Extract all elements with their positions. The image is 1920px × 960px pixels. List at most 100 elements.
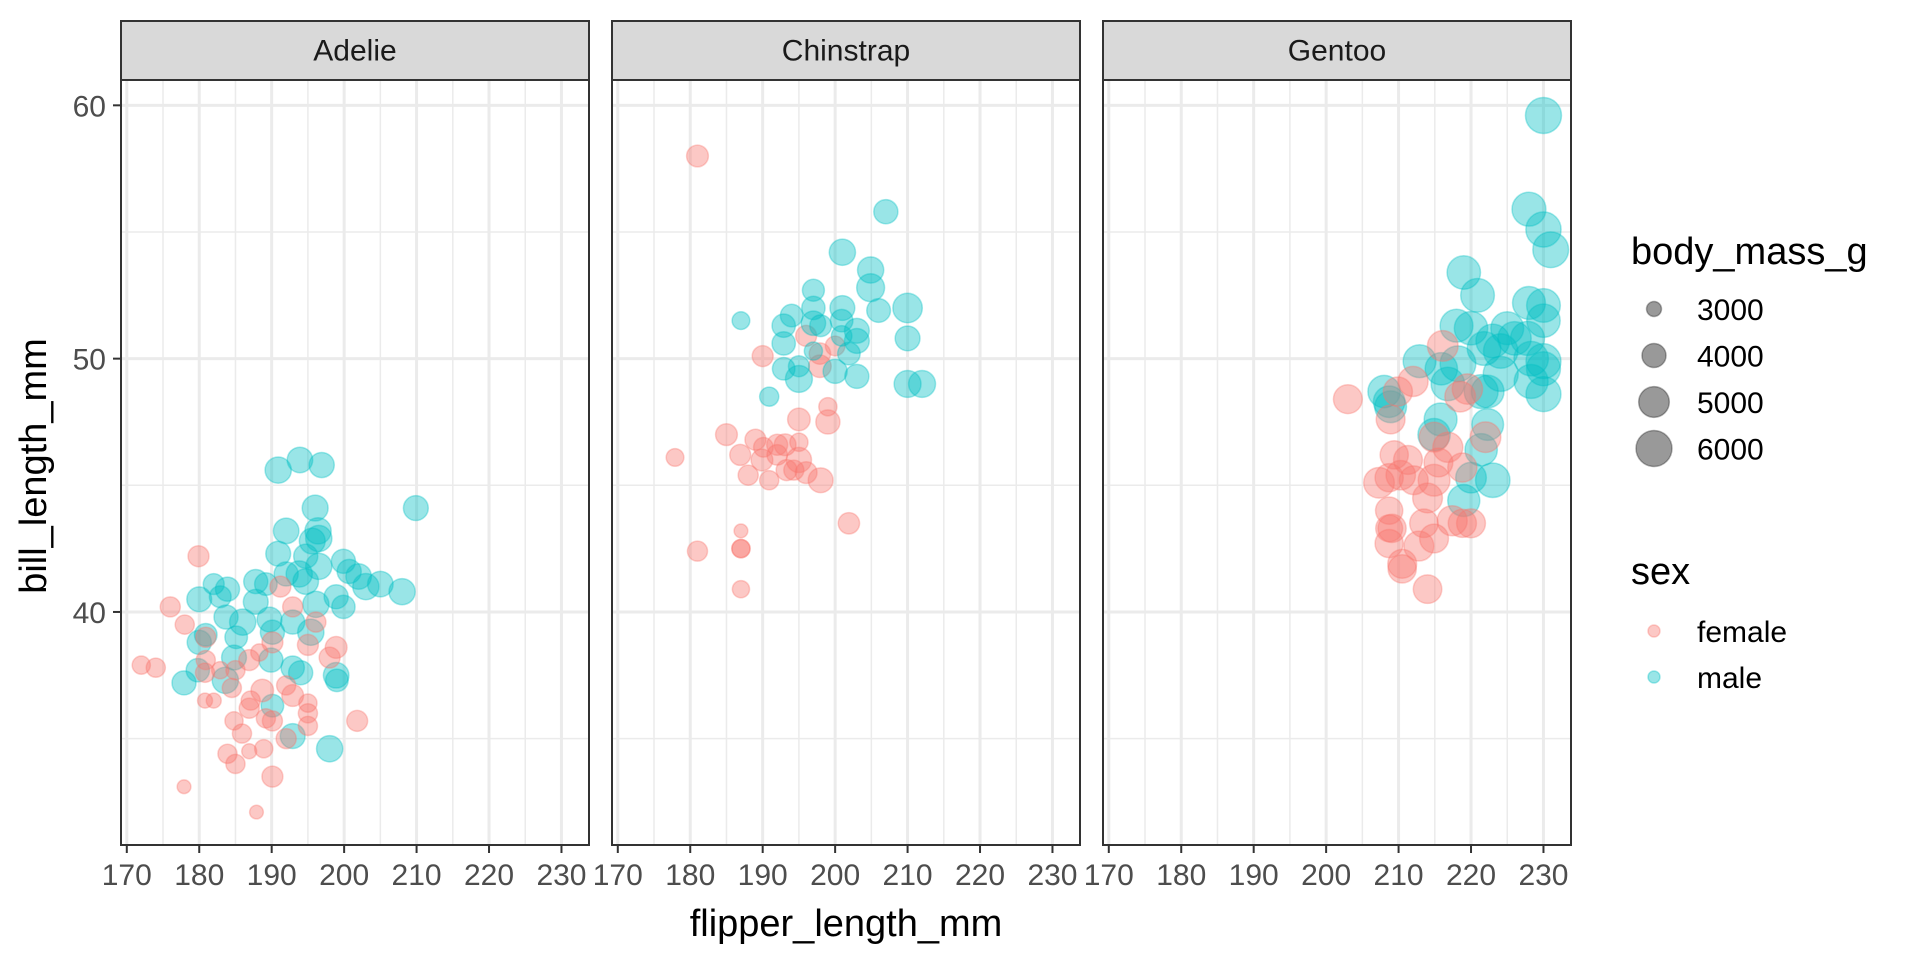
facet-panel-gentoo: Gentoo 170 180 190 200 210 220 230 (1084, 20, 1572, 892)
data-point-male (242, 588, 269, 615)
data-point-female (261, 631, 284, 654)
data-point-female (187, 545, 210, 568)
data-point-female (298, 693, 318, 713)
data-point-male (304, 552, 333, 581)
data-point-male (779, 303, 804, 328)
data-point-female (174, 614, 196, 635)
data-point-female (1385, 459, 1417, 491)
data-point-male (292, 543, 319, 570)
data-point-male (907, 369, 937, 399)
data-point-male (892, 292, 924, 324)
size-legend-title: body_mass_g (1631, 231, 1868, 273)
x-tick-label: 220 (464, 859, 514, 892)
data-point-female (744, 428, 767, 451)
data-point-female (1418, 523, 1450, 554)
data-point-female (248, 804, 265, 820)
data-point-male (253, 572, 278, 597)
data-point-female (1436, 504, 1468, 537)
data-point-male (836, 341, 861, 366)
color-legend-key-male (1647, 670, 1661, 684)
data-point-male (1417, 417, 1451, 452)
data-point-male (1526, 303, 1561, 339)
data-point-male (322, 661, 350, 689)
data-point-male (273, 561, 299, 587)
color-legend-keys: female male (1647, 616, 1787, 695)
data-point-male (1424, 351, 1459, 386)
data-point-male (1423, 402, 1458, 437)
x-tick-label: 170 (1084, 859, 1134, 892)
data-point-male (829, 308, 854, 333)
data-point-female (195, 649, 217, 671)
data-point-female (241, 743, 258, 760)
data-point-male (771, 331, 797, 356)
data-point-female (281, 596, 304, 618)
data-point-female (1451, 373, 1484, 405)
facet-strip-label: Chinstrap (782, 35, 910, 68)
data-point-male (1447, 483, 1481, 518)
data-point-male (259, 619, 286, 646)
data-point-male (784, 364, 814, 394)
data-point-male (843, 327, 871, 355)
data-point-male (388, 577, 416, 606)
size-legend-key (1635, 429, 1673, 468)
data-point-male (272, 517, 300, 545)
data-point-female (1374, 496, 1404, 525)
data-point-male (1482, 333, 1519, 370)
size-legend-key (1641, 342, 1667, 369)
data-point-male (256, 606, 283, 633)
data-point-male (844, 363, 870, 390)
data-point-female (250, 643, 269, 662)
data-point-female (296, 633, 320, 657)
data-point-female (1387, 554, 1418, 584)
data-point-male (822, 358, 848, 385)
data-point-female (815, 409, 841, 435)
data-point-female (1412, 574, 1443, 605)
data-point-male (323, 583, 349, 610)
x-tick-label: 170 (102, 859, 152, 892)
data-point-female (837, 511, 861, 535)
data-point-female (238, 697, 261, 719)
data-point-male (1511, 285, 1547, 321)
data-point-male (1525, 375, 1562, 413)
data-point-male (829, 294, 856, 322)
x-tick-label: 210 (392, 859, 442, 892)
data-point-male (211, 666, 240, 695)
data-point-male (1525, 342, 1562, 380)
data-point-male (1367, 374, 1402, 409)
data-point-female (250, 678, 275, 703)
data-point-female (224, 711, 244, 731)
data-point-male (330, 594, 356, 620)
data-point-male (302, 590, 330, 619)
data-point-female (731, 538, 751, 559)
y-tick-label: 40 (73, 597, 106, 630)
data-point-female (794, 461, 818, 485)
data-point-male (308, 451, 336, 479)
data-point-female (773, 433, 797, 457)
data-point-male (292, 568, 320, 596)
data-point-male (1490, 311, 1525, 346)
data-point-female (1418, 421, 1450, 453)
color-legend-label-female: female (1697, 616, 1787, 649)
data-point-male (803, 341, 824, 361)
x-axis-title: flipper_length_mm (690, 903, 1003, 945)
data-point-female (818, 396, 838, 417)
data-point-female (1387, 548, 1418, 579)
data-point-male (193, 622, 218, 647)
data-point-male (352, 572, 380, 601)
data-point-male (286, 446, 314, 474)
data-point-male (279, 609, 306, 635)
data-point-female (807, 467, 834, 494)
data-point-female (1398, 465, 1429, 496)
x-tick-label: 200 (810, 859, 860, 892)
data-point-male (296, 618, 325, 647)
data-point-male (228, 608, 257, 636)
data-point-female (750, 448, 774, 472)
data-point-male (402, 494, 430, 522)
data-point-female (345, 709, 369, 733)
data-point-male (304, 524, 333, 553)
panel-background (1103, 80, 1571, 845)
legend: body_mass_g 3000 4000 5000 6000 sex female m… (1631, 231, 1868, 695)
x-tick-label: 220 (1446, 859, 1496, 892)
data-point-male (301, 494, 329, 522)
data-point-male (801, 278, 826, 302)
